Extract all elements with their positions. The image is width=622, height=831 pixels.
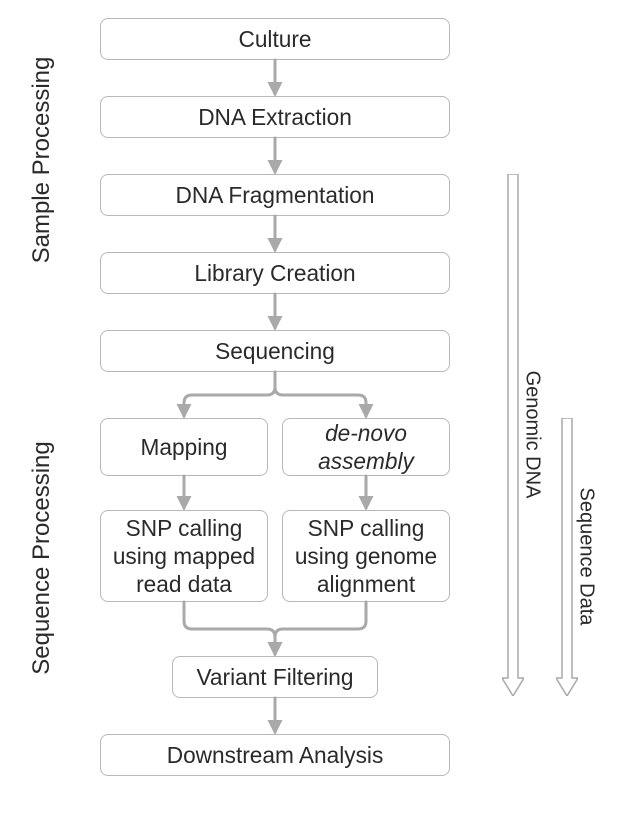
node-label-snp_mapped: SNP calling using mapped read data [109,514,259,599]
node-label-fragmentation: DNA Fragmentation [176,181,375,209]
range-label-sequence_data: Sequence Data [575,477,598,637]
edge-snp_mapped-to-variant [184,602,275,654]
node-library: Library Creation [100,252,450,294]
node-label-variant: Variant Filtering [197,663,354,691]
edge-snp_align-to-variant [275,602,366,654]
node-snp_mapped: SNP calling using mapped read data [100,510,268,602]
node-label-extraction: DNA Extraction [198,103,352,131]
node-label-culture: Culture [238,25,311,53]
edge-sequencing-to-mapping [184,372,275,416]
node-sequencing: Sequencing [100,330,450,372]
node-extraction: DNA Extraction [100,96,450,138]
node-label-sequencing: Sequencing [215,337,335,365]
node-label-denovo: de-novo assembly [291,419,441,476]
node-mapping: Mapping [100,418,268,476]
node-culture: Culture [100,18,450,60]
section-label-sequence_processing: Sequence Processing [28,438,56,678]
node-variant: Variant Filtering [172,656,378,698]
edge-sequencing-to-denovo [275,372,366,416]
range-label-genomic_dna: Genomic DNA [521,355,544,515]
node-denovo: de-novo assembly [282,418,450,476]
node-downstream: Downstream Analysis [100,734,450,776]
flowchart-canvas: Culture DNA Extraction DNA Fragmentation Li… [0,0,622,831]
node-label-mapping: Mapping [141,433,228,461]
node-fragmentation: DNA Fragmentation [100,174,450,216]
section-label-sample_processing: Sample Processing [28,40,56,280]
node-snp_align: SNP calling using genome alignment [282,510,450,602]
node-label-snp_align: SNP calling using genome alignment [291,514,441,599]
node-label-library: Library Creation [194,259,355,287]
node-label-downstream: Downstream Analysis [167,741,384,769]
